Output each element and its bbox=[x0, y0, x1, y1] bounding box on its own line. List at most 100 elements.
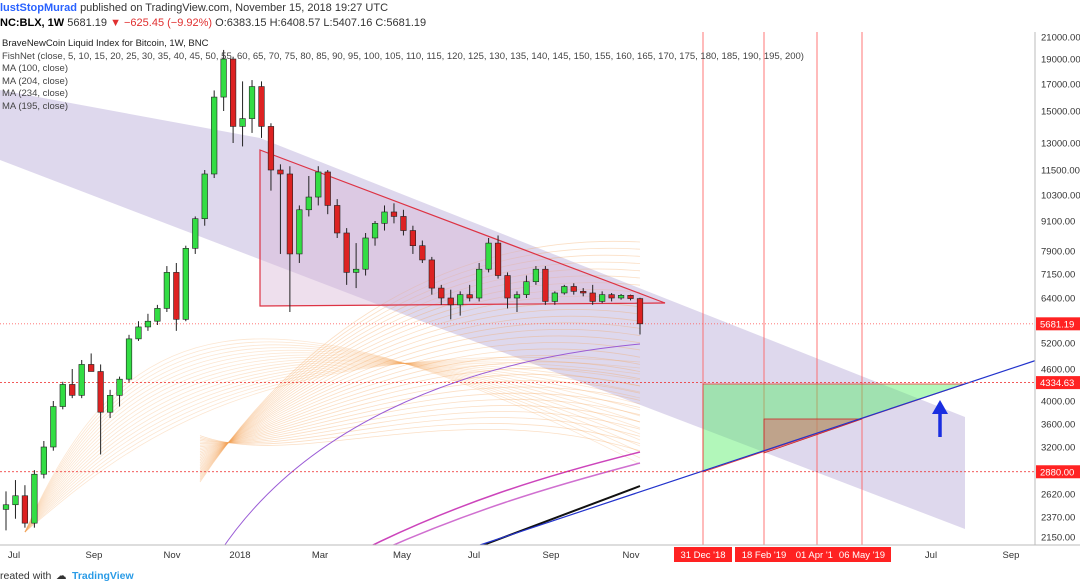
ma-195-line bbox=[330, 451, 641, 566]
price-tick-label: 11500.00 bbox=[1041, 166, 1080, 177]
fishnet-line bbox=[199, 322, 641, 464]
time-tick-label: Nov bbox=[164, 550, 181, 561]
legend-ma-100[interactable]: MA (100, close) bbox=[2, 63, 68, 74]
fishnet-line bbox=[199, 392, 641, 446]
fishnet-line bbox=[24, 362, 641, 533]
fishnet-line bbox=[199, 240, 641, 483]
candle-body bbox=[542, 268, 549, 302]
ma-100-line bbox=[219, 343, 641, 553]
date-badge bbox=[735, 547, 793, 562]
candle-body bbox=[551, 292, 558, 302]
candle-body bbox=[125, 338, 133, 380]
price-tick-label: 4600.00 bbox=[1041, 365, 1075, 376]
candles bbox=[2, 49, 644, 531]
candle-body bbox=[2, 504, 10, 510]
price-tick-label: 6400.00 bbox=[1041, 294, 1075, 305]
candle-body bbox=[50, 406, 57, 448]
price-tick-label: 7900.00 bbox=[1041, 247, 1075, 258]
published-text: published on TradingView.com, November 1… bbox=[80, 2, 389, 14]
rising-trendline bbox=[479, 358, 1041, 546]
candle-body bbox=[570, 286, 577, 292]
candle-body bbox=[523, 281, 530, 295]
symbol-name: NC:BLX, 1W bbox=[0, 17, 65, 29]
footer: reated with ☁ TradingView bbox=[0, 566, 1080, 587]
date-badge bbox=[788, 547, 846, 562]
candle-body bbox=[88, 364, 95, 372]
candle-body bbox=[334, 205, 341, 234]
candle-body bbox=[192, 218, 199, 249]
candle-body bbox=[12, 495, 19, 506]
candle-body bbox=[286, 173, 293, 255]
price-badge bbox=[1036, 376, 1080, 390]
candle-body bbox=[504, 275, 511, 299]
fishnet-line bbox=[199, 328, 641, 462]
price-tick-label: 19000.00 bbox=[1041, 55, 1080, 66]
fishnet-line bbox=[24, 338, 641, 533]
ohlc-values: O:6383.15 H:6408.57 L:5407.16 C:5681.19 bbox=[215, 17, 427, 29]
price-tick-label: 21000.00 bbox=[1041, 33, 1080, 44]
date-badge bbox=[833, 547, 891, 562]
candle-body bbox=[627, 295, 634, 299]
candle-body bbox=[561, 286, 568, 294]
price-badge bbox=[1036, 317, 1080, 331]
price-tick-label: 5200.00 bbox=[1041, 339, 1075, 350]
price-tick-label: 17000.00 bbox=[1041, 80, 1080, 91]
candle-body bbox=[409, 230, 416, 246]
price-tick-label: 4000.00 bbox=[1041, 397, 1075, 408]
fishnet-line bbox=[24, 361, 641, 533]
fishnet-line bbox=[199, 428, 641, 452]
candle-body bbox=[315, 171, 322, 198]
price-badge bbox=[1036, 465, 1080, 479]
tradingview-brand[interactable]: TradingView bbox=[72, 570, 134, 582]
price-tick-label: 9100.00 bbox=[1041, 217, 1075, 228]
candle-body bbox=[381, 211, 388, 224]
legend-title: BraveNewCoin Liquid Index for Bitcoin, 1… bbox=[2, 38, 209, 49]
time-axis bbox=[0, 545, 1080, 566]
candle-body bbox=[362, 237, 369, 270]
last-price: 5681.19 bbox=[67, 17, 107, 29]
fishnet-fan bbox=[24, 240, 641, 533]
candle-body bbox=[419, 245, 426, 261]
fishnet-line bbox=[199, 405, 641, 444]
date-badge bbox=[674, 547, 732, 562]
price-tick-label: 10300.00 bbox=[1041, 191, 1080, 202]
time-tick-label: Sep bbox=[543, 550, 560, 561]
legend-fishnet[interactable]: FishNet (close, 5, 10, 15, 20, 25, 30, 3… bbox=[2, 50, 804, 62]
time-tick-label: May bbox=[393, 550, 411, 561]
candle-body bbox=[466, 294, 473, 299]
time-tick-label: Sep bbox=[1003, 550, 1020, 561]
chart-legend: BraveNewCoin Liquid Index for Bitcoin, 1… bbox=[2, 38, 804, 113]
fishnet-line bbox=[199, 417, 641, 444]
fishnet-line bbox=[24, 362, 641, 533]
price-chart[interactable]: 21000.00 19000.00 17000.00 15000.00 13000.00… bbox=[0, 32, 1080, 566]
candle-body bbox=[589, 292, 596, 302]
fishnet-line bbox=[199, 367, 641, 452]
date-badge-label: 01 Apr '19 bbox=[796, 550, 839, 561]
fishnet-line bbox=[24, 356, 641, 533]
candle-body bbox=[40, 446, 47, 475]
fishnet-line bbox=[199, 361, 641, 454]
legend-ma-195[interactable]: MA (195, close) bbox=[2, 100, 68, 112]
price-change: ▼ −625.45 (−9.92%) bbox=[110, 17, 213, 29]
candle-body bbox=[173, 272, 180, 320]
fishnet-line bbox=[199, 386, 641, 448]
time-tick-label: Jul bbox=[468, 550, 480, 561]
candle-body bbox=[580, 291, 587, 294]
fishnet-line bbox=[199, 315, 641, 465]
tradingview-logo-icon: ☁ bbox=[56, 570, 67, 582]
date-badge-label: 06 May '19 bbox=[839, 550, 885, 561]
candle-body bbox=[390, 211, 398, 217]
fishnet-line bbox=[199, 398, 641, 445]
fishnet-line bbox=[199, 254, 641, 480]
candle-body bbox=[457, 294, 464, 306]
author-name[interactable]: lustStopMurad bbox=[0, 2, 77, 14]
time-tick-label: 2018 bbox=[229, 550, 250, 561]
fishnet-line bbox=[199, 348, 641, 457]
candle-body bbox=[69, 384, 76, 396]
legend-ma-204[interactable]: MA (204, close) bbox=[2, 75, 68, 87]
candle-body bbox=[353, 268, 360, 273]
time-tick-label: Nov bbox=[623, 550, 640, 561]
candle-body bbox=[248, 86, 256, 119]
legend-ma-234[interactable]: MA (234, close) bbox=[2, 88, 68, 99]
candle-body bbox=[201, 173, 208, 220]
